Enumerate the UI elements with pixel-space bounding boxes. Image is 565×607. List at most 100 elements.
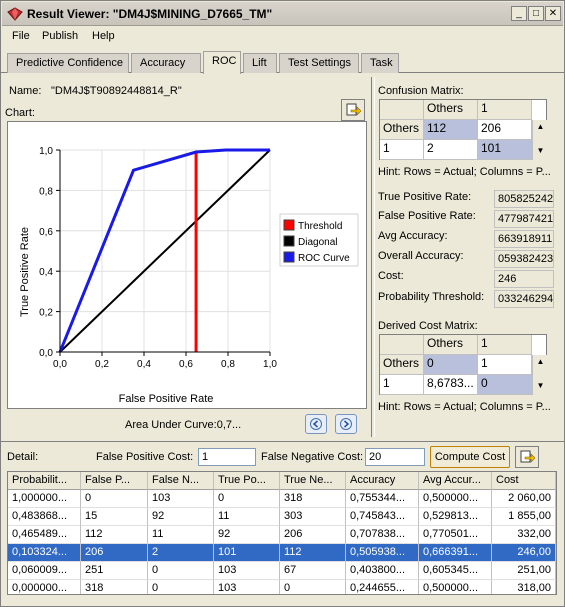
tab-test-settings[interactable]: Test Settings xyxy=(279,53,359,73)
column-header[interactable]: False N... xyxy=(148,472,214,490)
fn-cost-input[interactable]: 20 xyxy=(365,448,425,466)
table-cell[interactable]: 318,00 xyxy=(492,580,556,594)
previous-button[interactable] xyxy=(305,414,327,434)
table-cell[interactable]: 0,244655... xyxy=(346,580,419,594)
confusion-cell[interactable]: 2 xyxy=(424,140,478,160)
table-cell[interactable]: 0,500000... xyxy=(419,580,492,594)
menu-help[interactable]: Help xyxy=(92,30,115,42)
table-cell[interactable]: 318 xyxy=(280,490,346,508)
table-cell[interactable]: 11 xyxy=(214,508,280,526)
table-cell[interactable]: 103 xyxy=(148,490,214,508)
table-cell[interactable]: 103 xyxy=(214,562,280,580)
table-cell[interactable]: 2 xyxy=(148,544,214,562)
table-cell[interactable]: 251 xyxy=(81,562,148,580)
table-cell[interactable]: 2 060,00 xyxy=(492,490,556,508)
table-cell[interactable]: 206 xyxy=(280,526,346,544)
table-cell[interactable]: 0 xyxy=(148,562,214,580)
table-cell[interactable]: 67 xyxy=(280,562,346,580)
confusion-cell[interactable]: 112 xyxy=(424,120,478,140)
table-cell[interactable]: 318 xyxy=(81,580,148,594)
table-cell[interactable]: 92 xyxy=(214,526,280,544)
table-row[interactable]: 0,483868... 15 92 11 303 0,745843... 0,529813.… xyxy=(8,508,556,526)
tab-roc[interactable]: ROC xyxy=(203,51,241,74)
table-cell[interactable]: 0,505938... xyxy=(346,544,419,562)
table-cell[interactable]: 112 xyxy=(280,544,346,562)
tab-task[interactable]: Task xyxy=(361,53,399,73)
table-cell[interactable]: 0 xyxy=(81,490,148,508)
derived-cell[interactable]: 8,6783... xyxy=(424,375,478,395)
table-cell[interactable]: 0,500000... xyxy=(419,490,492,508)
tab-predictive-confidence[interactable]: Predictive Confidence xyxy=(7,53,129,73)
close-button[interactable]: ✕ xyxy=(545,6,561,21)
column-header[interactable]: True Ne... xyxy=(280,472,346,490)
table-cell[interactable]: 0,745843... xyxy=(346,508,419,526)
table-cell[interactable]: 0,483868... xyxy=(8,508,81,526)
menu-publish[interactable]: Publish xyxy=(42,30,79,42)
compute-cost-button[interactable]: Compute Cost xyxy=(430,446,510,468)
table-row[interactable]: 1,000000... 0 103 0 318 0,755344... 0,500000..… xyxy=(8,490,556,508)
table-cell[interactable]: 112 xyxy=(81,526,148,544)
minimize-button[interactable]: _ xyxy=(511,6,527,21)
derived-cell[interactable]: 1 xyxy=(478,355,532,375)
table-cell[interactable]: 101 xyxy=(214,544,280,562)
table-cell[interactable]: 15 xyxy=(81,508,148,526)
table-cell[interactable]: 0,666391... xyxy=(419,544,492,562)
column-header[interactable]: False P... xyxy=(81,472,148,490)
table-cell[interactable]: 0,465489... xyxy=(8,526,81,544)
table-cell[interactable]: 0,103324... xyxy=(8,544,81,562)
table-cell[interactable]: 0 xyxy=(214,490,280,508)
detail-table[interactable]: Probabilit... False P... False N... True… xyxy=(7,471,557,595)
table-cell[interactable]: 0 xyxy=(280,580,346,594)
tab-accuracy[interactable]: Accuracy xyxy=(131,53,201,73)
title-bar[interactable]: Result Viewer: "DM4J$MINING_D7665_TM" _ … xyxy=(2,2,563,26)
table-cell[interactable]: 246,00 xyxy=(492,544,556,562)
pane-splitter[interactable] xyxy=(371,77,375,437)
table-cell[interactable]: 0,529813... xyxy=(419,508,492,526)
table-cell[interactable]: 0,755344... xyxy=(346,490,419,508)
column-header[interactable]: Probabilit... xyxy=(8,472,81,490)
table-row[interactable]: 0,060009... 251 0 103 67 0,403800... 0,605345.… xyxy=(8,562,556,580)
table-cell[interactable]: 303 xyxy=(280,508,346,526)
table-cell[interactable]: 0,770501... xyxy=(419,526,492,544)
confusion-cell[interactable]: 206 xyxy=(478,120,532,140)
maximize-button[interactable]: □ xyxy=(528,6,544,21)
column-header[interactable]: Accuracy xyxy=(346,472,419,490)
column-header[interactable]: Cost xyxy=(492,472,556,490)
export-chart-button[interactable] xyxy=(341,99,365,121)
table-row[interactable]: 0,465489... 112 11 92 206 0,707838... 0,770501… xyxy=(8,526,556,544)
table-cell[interactable]: 0,707838... xyxy=(346,526,419,544)
derived-scrollbar[interactable]: ▲ ▼ xyxy=(532,355,547,395)
table-cell[interactable]: 11 xyxy=(148,526,214,544)
table-cell[interactable]: 1,000000... xyxy=(8,490,81,508)
table-row[interactable]: 0,000000... 318 0 103 0 0,244655... 0,500000..… xyxy=(8,580,556,594)
table-row[interactable]: 0,103324... 206 2 101 112 0,505938... 0,666391… xyxy=(8,544,556,562)
derived-cost-grid[interactable]: Others 1 Others 0 1 1 8,6783... 0 ▲ ▼ xyxy=(379,334,547,395)
table-cell[interactable]: 0,060009... xyxy=(8,562,81,580)
confusion-matrix-grid[interactable]: Others 1 Others 112 206 1 2 101 ▲ ▼ xyxy=(379,99,547,160)
tab-lift[interactable]: Lift xyxy=(243,53,277,73)
table-cell[interactable]: 0,000000... xyxy=(8,580,81,594)
table-cell[interactable]: 1 855,00 xyxy=(492,508,556,526)
derived-cell[interactable]: 0 xyxy=(478,375,532,395)
export-table-button[interactable] xyxy=(515,446,539,468)
column-header[interactable]: Avg Accur... xyxy=(419,472,492,490)
scroll-down-icon[interactable]: ▼ xyxy=(536,381,545,390)
menu-file[interactable]: File xyxy=(12,30,30,42)
table-cell[interactable]: 92 xyxy=(148,508,214,526)
table-cell[interactable]: 0,403800... xyxy=(346,562,419,580)
scroll-up-icon[interactable]: ▲ xyxy=(536,122,545,131)
table-cell[interactable]: 206 xyxy=(81,544,148,562)
scroll-down-icon[interactable]: ▼ xyxy=(536,146,545,155)
table-cell[interactable]: 332,00 xyxy=(492,526,556,544)
table-cell[interactable]: 0 xyxy=(148,580,214,594)
confusion-cell[interactable]: 101 xyxy=(478,140,532,160)
fp-cost-input[interactable]: 1 xyxy=(198,448,256,466)
table-cell[interactable]: 251,00 xyxy=(492,562,556,580)
table-cell[interactable]: 0,605345... xyxy=(419,562,492,580)
next-button[interactable] xyxy=(335,414,357,434)
column-header[interactable]: True Po... xyxy=(214,472,280,490)
derived-cell[interactable]: 0 xyxy=(424,355,478,375)
scroll-up-icon[interactable]: ▲ xyxy=(536,357,545,366)
confusion-scrollbar[interactable]: ▲ ▼ xyxy=(532,120,547,160)
table-cell[interactable]: 103 xyxy=(214,580,280,594)
